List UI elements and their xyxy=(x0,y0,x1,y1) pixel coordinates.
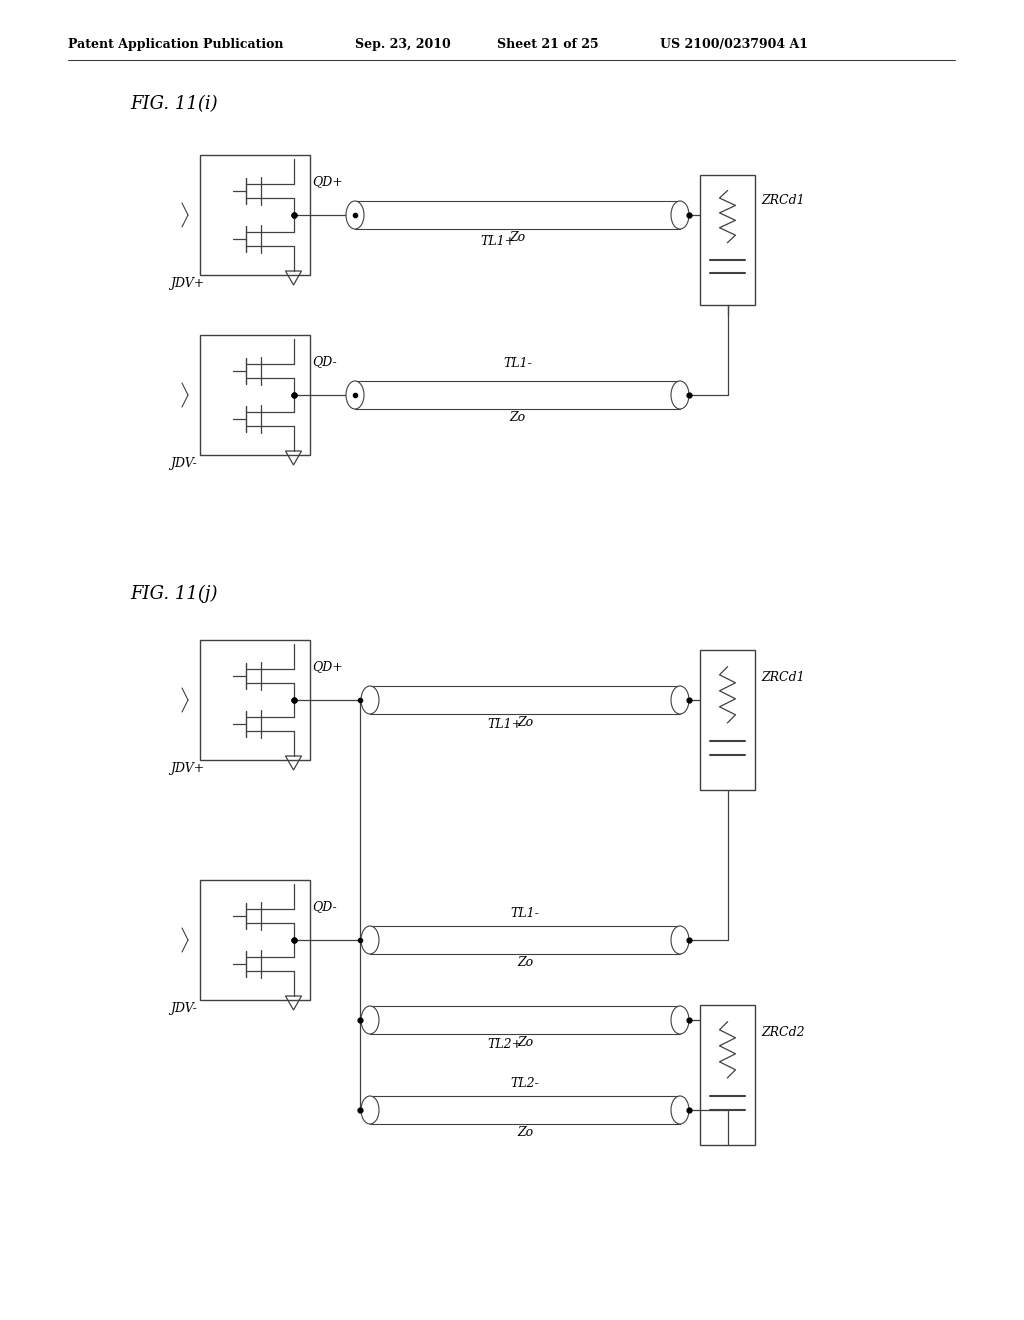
Text: JDV+: JDV+ xyxy=(170,277,204,290)
Ellipse shape xyxy=(671,686,689,714)
Text: TL1+: TL1+ xyxy=(487,718,522,731)
Text: JDV+: JDV+ xyxy=(170,762,204,775)
Text: Zo: Zo xyxy=(517,1036,534,1049)
Text: Zo: Zo xyxy=(509,231,525,244)
Ellipse shape xyxy=(671,1006,689,1034)
Text: Patent Application Publication: Patent Application Publication xyxy=(68,38,284,51)
Text: Sheet 21 of 25: Sheet 21 of 25 xyxy=(497,38,599,51)
Ellipse shape xyxy=(361,686,379,714)
Bar xyxy=(700,649,755,789)
Ellipse shape xyxy=(346,201,364,228)
Ellipse shape xyxy=(361,927,379,954)
Text: FIG. 11(i): FIG. 11(i) xyxy=(130,95,218,114)
Ellipse shape xyxy=(361,1096,379,1125)
Text: Sep. 23, 2010: Sep. 23, 2010 xyxy=(355,38,451,51)
Text: QD-: QD- xyxy=(312,900,337,913)
Bar xyxy=(200,154,310,275)
Text: FIG. 11(j): FIG. 11(j) xyxy=(130,585,217,603)
Bar xyxy=(200,640,310,760)
Bar xyxy=(700,1005,755,1144)
Text: QD-: QD- xyxy=(312,355,337,368)
Bar xyxy=(200,335,310,455)
Ellipse shape xyxy=(671,381,689,409)
Text: TL1-: TL1- xyxy=(503,356,531,370)
Text: JDV-: JDV- xyxy=(170,1002,197,1015)
Bar xyxy=(200,880,310,1001)
Ellipse shape xyxy=(361,1006,379,1034)
Text: Zo: Zo xyxy=(517,956,534,969)
Text: Zo: Zo xyxy=(509,411,525,424)
Text: TL1-: TL1- xyxy=(511,907,540,920)
Bar xyxy=(700,176,755,305)
Text: ZRCd1: ZRCd1 xyxy=(761,671,805,684)
Ellipse shape xyxy=(671,927,689,954)
Text: US 2100/0237904 A1: US 2100/0237904 A1 xyxy=(660,38,808,51)
Text: QD+: QD+ xyxy=(312,176,343,189)
Ellipse shape xyxy=(346,381,364,409)
Text: JDV-: JDV- xyxy=(170,457,197,470)
Text: TL1+: TL1+ xyxy=(480,235,515,248)
Text: QD+: QD+ xyxy=(312,660,343,673)
Text: ZRCd1: ZRCd1 xyxy=(761,194,805,207)
Ellipse shape xyxy=(671,201,689,228)
Text: TL2-: TL2- xyxy=(511,1077,540,1090)
Ellipse shape xyxy=(671,1096,689,1125)
Text: Zo: Zo xyxy=(517,1126,534,1139)
Text: TL2+: TL2+ xyxy=(487,1038,522,1051)
Text: ZRCd2: ZRCd2 xyxy=(761,1026,805,1039)
Text: Zo: Zo xyxy=(517,715,534,729)
